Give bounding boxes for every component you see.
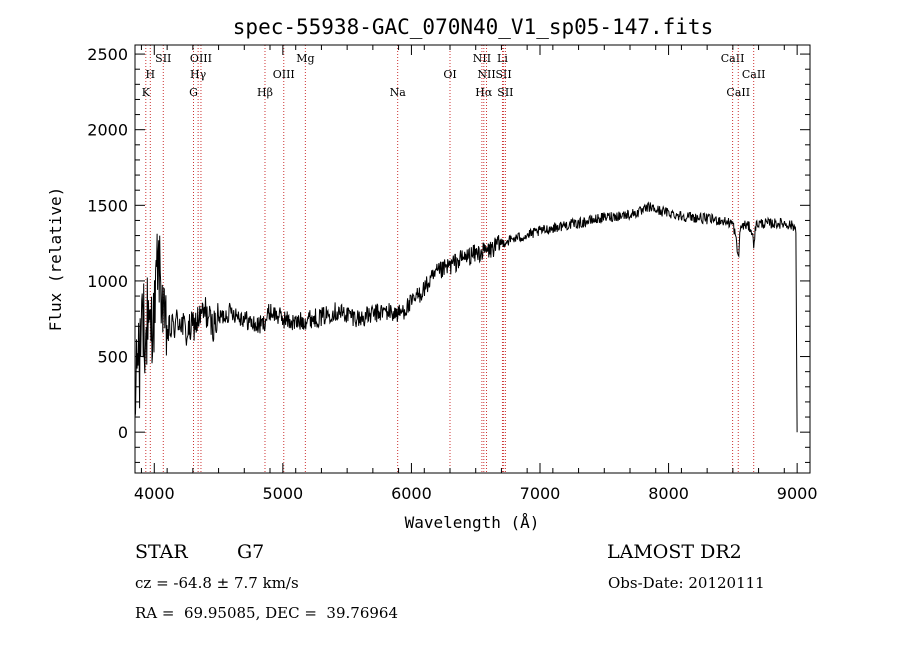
y-tick-label: 1000 [87, 272, 128, 291]
y-tick-label: 500 [97, 348, 128, 367]
spectral-line-label: NII [473, 52, 491, 65]
x-tick-label: 7000 [520, 484, 561, 503]
redshift-text: cz = -64.8 ± 7.7 km/s [135, 574, 299, 592]
spectral-line-label: Li [497, 52, 508, 65]
spectral-line-label: CaII [726, 86, 750, 99]
x-tick-label: 4000 [134, 484, 175, 503]
chart-title: spec-55938-GAC_070N40_V1_sp05-147.fits [233, 15, 713, 39]
object-type: STAR [135, 541, 188, 563]
x-tick-label: 5000 [262, 484, 303, 503]
x-axis-label: Wavelength (Å) [405, 513, 540, 532]
x-tick-label: 8000 [648, 484, 689, 503]
spectral-line-label: OI [443, 68, 456, 81]
y-axis-label: Flux (relative) [46, 187, 65, 332]
spectrum-line [134, 201, 798, 433]
spectral-line-label: SII [497, 86, 513, 99]
spectral-line-label: Hγ [190, 68, 207, 81]
spectral-line-label: Na [390, 86, 407, 99]
spectral-line-label: G [189, 86, 198, 99]
coordinates: RA = 69.95085, DEC = 39.76964 [135, 604, 399, 622]
survey-name: LAMOST DR2 [607, 541, 742, 563]
plot-frame [134, 44, 811, 474]
spectral-line-label: SII [155, 52, 171, 65]
spectrum-chart: spec-55938-GAC_070N40_V1_sp05-147.fits K… [46, 15, 818, 532]
axis-ticks: 4000 5000 6000 7000 8000 9000 0 500 1000 1500 2000… [87, 45, 818, 503]
spectral-line-label: Hβ [257, 86, 273, 99]
spectral-line-label: Mg [296, 52, 314, 65]
spectral-line-label: OIII [190, 52, 212, 65]
spectral-line-label: CaII [721, 52, 745, 65]
x-tick-label: 6000 [391, 484, 432, 503]
x-tick-label: 9000 [777, 484, 818, 503]
spectral-line-label: NII [477, 68, 495, 81]
spectral-line-label: K [142, 86, 151, 99]
y-tick-label: 0 [118, 423, 128, 442]
spectral-subclass: G7 [237, 541, 265, 563]
obs-date: Obs-Date: 20120111 [608, 574, 765, 592]
spectral-line-label: Hα [475, 86, 493, 99]
spectral-line-label: OIII [273, 68, 295, 81]
y-tick-label: 2500 [87, 45, 128, 64]
y-tick-label: 1500 [87, 196, 128, 215]
spectral-line-label: CaII [742, 68, 766, 81]
spectral-line-label: SII [495, 68, 511, 81]
y-tick-label: 2000 [87, 121, 128, 140]
spectral-line-label: H [146, 68, 156, 81]
